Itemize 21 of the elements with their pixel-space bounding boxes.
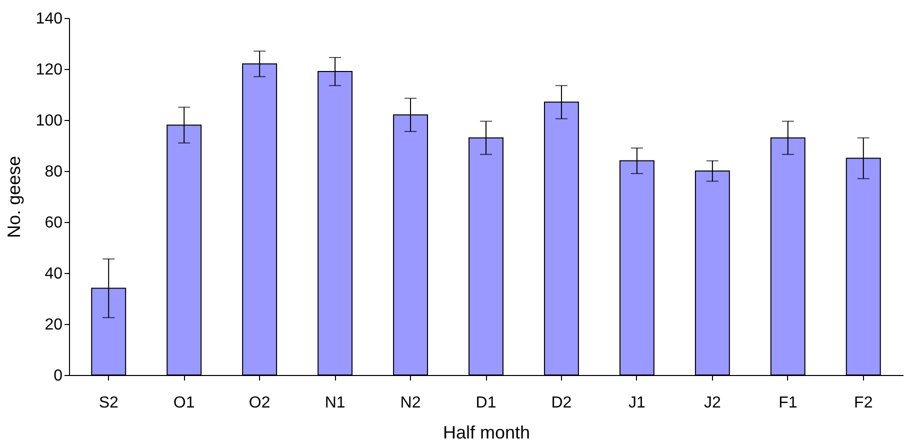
y-tick-label: 120 <box>36 62 63 78</box>
y-tick-label: 80 <box>44 164 63 180</box>
x-tick-label: O1 <box>173 394 195 412</box>
x-tick-label: J1 <box>628 394 646 412</box>
x-tick-label: D1 <box>476 394 496 412</box>
y-tick-label: 40 <box>44 266 63 282</box>
x-axis-title: Half month <box>442 422 530 442</box>
y-tick-label: 100 <box>36 112 63 130</box>
y-tick-label: 0 <box>54 368 63 384</box>
x-tick-label: F1 <box>778 394 798 412</box>
x-tick-label: N1 <box>324 394 346 412</box>
x-tick-label: O2 <box>248 394 270 412</box>
x-tick-label: F2 <box>854 394 873 412</box>
x-tick-label: J2 <box>704 394 721 412</box>
x-tick-label: D2 <box>551 394 572 412</box>
x-tick-label: N2 <box>400 394 421 412</box>
x-tick-label: S2 <box>98 394 119 412</box>
y-tick-label: 20 <box>44 316 63 334</box>
y-axis-title: No. geese <box>4 156 24 238</box>
y-tick-label: 60 <box>44 214 63 232</box>
y-tick-label: 140 <box>36 10 63 28</box>
